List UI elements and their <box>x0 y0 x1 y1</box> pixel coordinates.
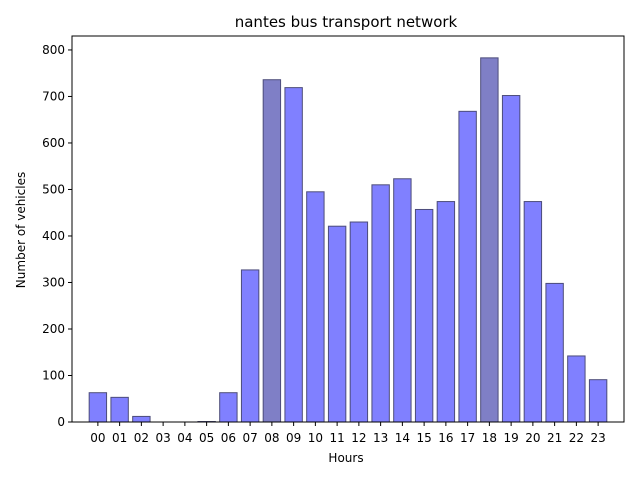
bar-21 <box>545 282 564 423</box>
y-tick-label-400: 400 <box>42 229 65 243</box>
x-tick-label-18: 18 <box>482 431 497 445</box>
bar-11 <box>327 225 347 423</box>
bar-17 <box>458 110 477 423</box>
bar-12 <box>349 221 369 423</box>
x-tick-label-16: 16 <box>438 431 453 445</box>
y-tick-label-800: 800 <box>42 43 65 57</box>
y-tick-label-600: 600 <box>42 136 65 150</box>
x-tick-label-12: 12 <box>351 431 366 445</box>
x-tick-label-07: 07 <box>242 431 257 445</box>
x-tick-label-08: 08 <box>264 431 279 445</box>
bar-02 <box>132 415 151 423</box>
x-tick-label-20: 20 <box>525 431 540 445</box>
bar-22 <box>567 355 586 423</box>
bar-01 <box>110 396 129 423</box>
x-tick-label-01: 01 <box>112 431 127 445</box>
plot-frame <box>71 35 625 423</box>
y-axis-label: Number of vehicles <box>14 172 28 288</box>
bars-group <box>88 57 608 423</box>
y-tick-label-500: 500 <box>42 182 65 196</box>
y-tick-label-0: 0 <box>57 415 65 429</box>
bar-10 <box>306 191 325 423</box>
bar-20 <box>523 201 543 423</box>
chart-title: nantes bus transport network <box>235 13 458 31</box>
x-tick-label-09: 09 <box>286 431 301 445</box>
y-axis: 0 100 200 300 400 500 600 700 800 <box>42 43 72 429</box>
x-tick-label-11: 11 <box>329 431 344 445</box>
x-tick-label-14: 14 <box>395 431 410 445</box>
x-tick-label-05: 05 <box>199 431 214 445</box>
x-tick-label-03: 03 <box>155 431 170 445</box>
bar-14 <box>393 178 412 423</box>
bar-00 <box>88 392 108 423</box>
bar-19 <box>501 95 521 423</box>
bar-13 <box>371 184 390 423</box>
bar-08 <box>262 79 282 423</box>
y-tick-label-100: 100 <box>42 368 65 382</box>
x-axis: 00 01 02 03 04 05 06 07 08 09 10 11 12 13 14 15 16 17 18 19… <box>90 422 606 445</box>
x-tick-label-15: 15 <box>416 431 431 445</box>
x-tick-label-06: 06 <box>221 431 236 445</box>
bar-23 <box>588 379 608 423</box>
x-tick-label-10: 10 <box>308 431 323 445</box>
bar-09 <box>284 87 303 423</box>
x-tick-label-22: 22 <box>569 431 584 445</box>
x-tick-label-04: 04 <box>177 431 192 445</box>
x-tick-label-13: 13 <box>373 431 388 445</box>
x-tick-label-21: 21 <box>547 431 562 445</box>
y-tick-label-200: 200 <box>42 322 65 336</box>
x-tick-label-00: 00 <box>90 431 105 445</box>
bar-16 <box>436 201 456 423</box>
x-tick-label-02: 02 <box>134 431 149 445</box>
y-tick-label-700: 700 <box>42 89 65 103</box>
bar-18 <box>480 57 499 423</box>
bar-15 <box>414 208 434 423</box>
bar-06 <box>219 392 238 423</box>
x-tick-label-17: 17 <box>460 431 475 445</box>
x-tick-label-23: 23 <box>590 431 605 445</box>
bar-07 <box>240 269 260 423</box>
x-tick-label-19: 19 <box>503 431 518 445</box>
x-axis-label: Hours <box>328 451 363 465</box>
y-tick-label-300: 300 <box>42 275 65 289</box>
